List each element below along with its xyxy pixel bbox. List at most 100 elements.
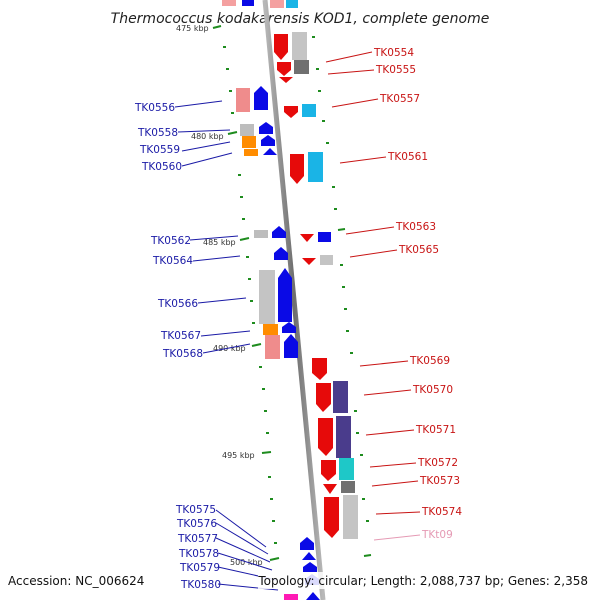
gene-label[interactable]: TK0556 [134, 102, 175, 114]
scale-label: 475 kbp [176, 24, 209, 33]
forward-strand-features [222, 0, 320, 600]
accession-text: Accession: NC_006624 [8, 574, 144, 588]
gene-block [284, 594, 298, 600]
gene-block [286, 0, 298, 8]
gene-arrow [263, 148, 277, 155]
gene-arrow [306, 592, 320, 600]
gene-label[interactable]: TK0559 [139, 144, 180, 156]
gene-block [318, 232, 331, 242]
leader-line-faint [373, 534, 421, 541]
gene-block [270, 0, 284, 8]
gene-arrow [300, 234, 314, 242]
gene-block [302, 104, 316, 117]
gene-label[interactable]: TK0571 [415, 424, 456, 436]
gene-label[interactable]: TK0570 [412, 384, 453, 396]
labels-left: TK0556 TK0558 TK0559 TK0560 TK0562 TK056… [134, 102, 221, 591]
gene-label[interactable]: TK0575 [175, 504, 216, 516]
gene-arrow [290, 154, 304, 184]
labels-right: TK0554 TK0555 TK0557 TK0561 TK0563 TK056… [373, 47, 462, 541]
gene-arrow [278, 268, 292, 322]
gene-label[interactable]: TK0568 [162, 348, 203, 360]
gene-label[interactable]: TK0578 [178, 548, 219, 560]
map-title: Thermococcus kodakarensis KOD1, complete… [111, 11, 490, 27]
gene-block [242, 0, 254, 6]
footer-topology-bg [258, 572, 592, 589]
gene-label[interactable]: TK0569 [409, 355, 450, 367]
gene-block [240, 124, 254, 136]
gene-arrow [302, 258, 316, 265]
topology-text: Topology: circular; Length: 2,088,737 bp… [257, 574, 588, 588]
gene-block [320, 255, 333, 265]
gene-label-faint[interactable]: TKt09 [421, 529, 453, 541]
gene-label[interactable]: TK0566 [157, 298, 198, 310]
gene-arrow [324, 497, 339, 538]
gene-label[interactable]: TK0574 [421, 506, 462, 518]
gene-block [294, 60, 309, 74]
gene-block [236, 88, 250, 112]
gene-label[interactable]: TK0563 [395, 221, 436, 233]
gene-block [336, 416, 351, 458]
gene-label[interactable]: TK0580 [180, 579, 221, 591]
gene-block [341, 481, 355, 493]
gene-block [222, 0, 236, 6]
reverse-strand-features [270, 0, 358, 539]
gene-label[interactable]: TK0572 [417, 457, 458, 469]
gene-arrow [312, 358, 327, 380]
gene-label[interactable]: TK0558 [137, 127, 178, 139]
gene-block [308, 152, 323, 182]
gene-label[interactable]: TK0560 [141, 161, 182, 173]
scale-label: 500 kbp [230, 558, 263, 567]
scale-label: 480 kbp [191, 132, 224, 141]
gene-arrow [302, 552, 316, 560]
gene-arrow [284, 334, 298, 358]
gene-block [259, 270, 275, 324]
genome-backbone [262, 0, 326, 600]
gene-arrow [274, 34, 288, 60]
scale-ticks-right [312, 36, 369, 522]
gene-arrow [261, 135, 275, 146]
gene-arrow [282, 322, 296, 333]
gene-label[interactable]: TK0577 [177, 533, 218, 545]
scale-ticks-left [223, 46, 277, 544]
gene-arrow [277, 62, 291, 76]
gene-block [343, 495, 358, 539]
gene-arrow [316, 383, 331, 412]
scale-label: 495 kbp [222, 451, 255, 460]
gene-arrow [323, 484, 337, 494]
gene-label[interactable]: TK0576 [176, 518, 217, 530]
gene-label[interactable]: TK0555 [375, 64, 416, 76]
leader-lines-left [174, 100, 279, 591]
gene-label[interactable]: TK0567 [160, 330, 201, 342]
gene-arrow [321, 460, 336, 481]
gene-arrow [303, 562, 317, 572]
gene-label[interactable]: TK0573 [419, 475, 460, 487]
gene-label[interactable]: TK0562 [150, 235, 191, 247]
gene-label[interactable]: TK0561 [387, 151, 428, 163]
gene-block [292, 32, 307, 60]
gene-arrow [318, 418, 333, 456]
gene-arrow [284, 106, 298, 118]
gene-block [263, 324, 278, 335]
gene-block [242, 136, 256, 148]
gene-arrow [272, 226, 286, 238]
gene-label[interactable]: TK0554 [373, 47, 414, 59]
gene-block [244, 149, 258, 156]
gene-arrow [254, 86, 268, 110]
scale-label: 490 kbp [213, 344, 246, 353]
scale-label: 485 kbp [203, 238, 236, 247]
gene-arrow [259, 122, 273, 134]
gene-block [265, 335, 280, 359]
gene-label[interactable]: TK0579 [179, 562, 220, 574]
gene-block [254, 230, 268, 238]
scale-markers: 475 kbp 480 kbp 485 kbp 490 kbp 495 kbp … [176, 24, 372, 567]
leader-lines-right [325, 51, 421, 515]
gene-label[interactable]: TK0564 [152, 255, 193, 267]
gene-arrow [300, 537, 314, 550]
gene-block [339, 458, 354, 480]
gene-label[interactable]: TK0565 [398, 244, 439, 256]
gene-arrow [274, 247, 288, 260]
gene-block [333, 381, 348, 413]
gene-label[interactable]: TK0557 [379, 93, 420, 105]
gene-arrow [279, 77, 293, 83]
